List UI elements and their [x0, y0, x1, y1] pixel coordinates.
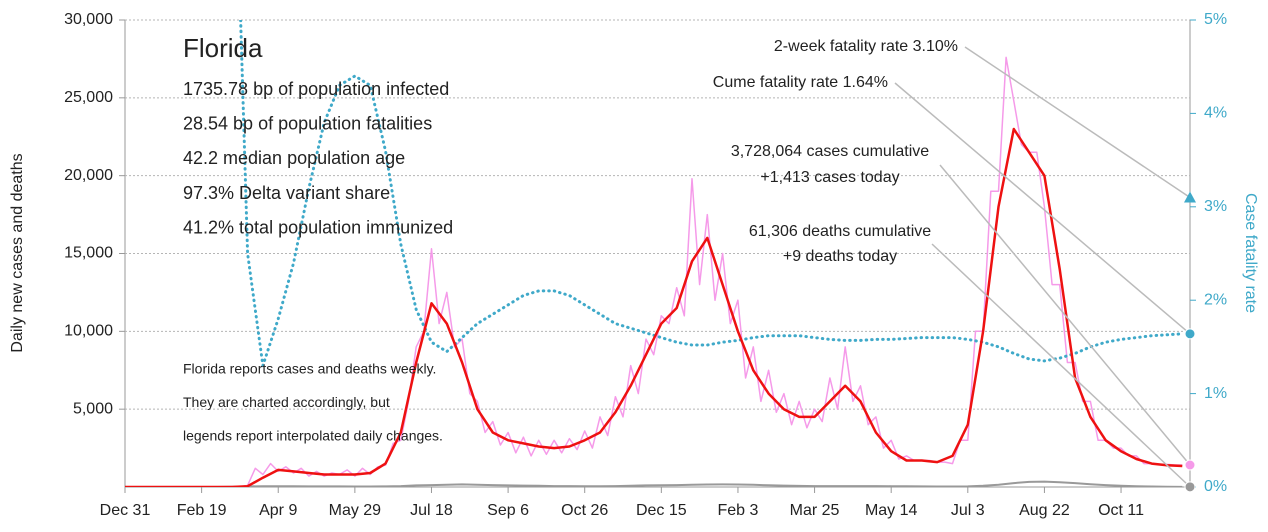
chart-title: Florida [183, 33, 263, 63]
y2-tick-label: 5% [1204, 11, 1227, 28]
x-tick-label: Apr 9 [259, 502, 297, 519]
x-tick-label: Dec 31 [100, 502, 151, 519]
x-tick-label: Feb 19 [177, 502, 227, 519]
annotation-marker [1184, 191, 1196, 203]
x-tick-label: May 29 [329, 502, 382, 519]
annotation-text: 3,728,064 cases cumulative [731, 143, 929, 160]
x-tick-label: Feb 3 [717, 502, 758, 519]
stat-line: 41.2% total population immunized [183, 218, 453, 238]
annotation-marker [1184, 328, 1196, 340]
x-tick-label: Mar 25 [790, 502, 840, 519]
y-tick-label: 25,000 [64, 89, 113, 106]
annotation-text: +1,413 cases today [760, 169, 899, 186]
y2-tick-label: 0% [1204, 478, 1227, 495]
stat-line: 42.2 median population age [183, 148, 405, 168]
stat-line: 28.54 bp of population fatalities [183, 113, 432, 133]
leader-line [931, 243, 1191, 488]
note-line: Florida reports cases and deaths weekly. [183, 361, 436, 377]
y-tick-label: 15,000 [64, 245, 113, 262]
x-tick-label: Dec 15 [636, 502, 687, 519]
y2-tick-label: 1% [1204, 385, 1227, 402]
x-tick-label: Oct 11 [1098, 502, 1144, 519]
series-line [125, 56, 1183, 487]
y-tick-label: 20,000 [64, 167, 113, 184]
annotation-text: 2-week fatality rate 3.10% [774, 38, 958, 55]
series-line [125, 127, 1183, 487]
stat-line: 97.3% Delta variant share [183, 183, 390, 203]
x-tick-label: Jul 18 [410, 502, 453, 519]
annotation-text: Cume fatality rate 1.64% [713, 74, 888, 91]
y-tick-label: 10,000 [64, 323, 113, 340]
annotation-marker [1184, 459, 1196, 471]
plot-area [125, 20, 1184, 487]
overlay: 1735.78 bp of population infected 28.54 b… [183, 38, 1196, 493]
x-tick-label: Jul 3 [951, 502, 985, 519]
leader-line [894, 82, 1191, 335]
y2-axis-label: Case fatality rate [1242, 193, 1259, 313]
annotation-text: 61,306 deaths cumulative [749, 223, 931, 240]
annotation-text: +9 deaths today [783, 248, 897, 265]
stat-line: 1735.78 bp of population infected [183, 79, 449, 99]
annotation-marker [1184, 481, 1196, 493]
y2-tick-label: 4% [1204, 105, 1227, 122]
leader-line [964, 46, 1191, 199]
grid: 5,000 10,000 15,000 20,000 25,000 30,000 0% 1% 2… [64, 11, 1227, 519]
y2-tick-label: 2% [1204, 291, 1227, 308]
series-line [125, 480, 1183, 487]
note-line: legends report interpolated daily change… [183, 428, 443, 444]
leader-line [939, 164, 1191, 466]
y-axis-label: Daily new cases and deaths [9, 153, 26, 352]
y-tick-label: 30,000 [64, 11, 113, 28]
x-tick-label: Oct 26 [561, 502, 608, 519]
x-tick-label: Aug 22 [1019, 502, 1070, 519]
note-line: They are charted accordingly, but [183, 394, 390, 410]
y2-tick-label: 3% [1204, 198, 1227, 215]
y-tick-label: 5,000 [73, 400, 113, 417]
x-tick-label: Sep 6 [487, 502, 529, 519]
series-line [239, 20, 1184, 368]
x-tick-label: May 14 [865, 502, 918, 519]
